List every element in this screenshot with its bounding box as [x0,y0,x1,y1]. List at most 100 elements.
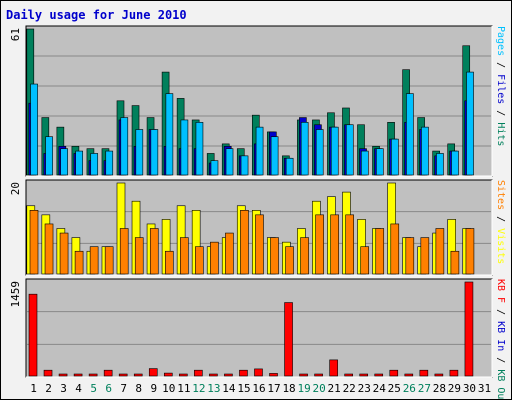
sites-bar-day-19 [300,237,309,275]
x-tick-day-22: 22 [343,382,356,395]
x-tick-day-19: 19 [297,382,310,395]
kb-bar-day-14 [224,373,233,377]
x-tick-day-13: 13 [207,382,220,395]
panel-3-background [25,278,493,378]
pages-bar-day-4 [75,150,83,176]
sites-bar-day-28 [435,228,445,275]
pages-bar-day-15 [240,155,249,176]
kb-bar-day-19 [299,373,308,377]
pages-bar-day-7 [120,117,129,176]
sites-bar-day-4 [74,250,84,275]
sites-bar-day-6 [104,246,114,275]
x-tick-day-29: 29 [448,382,461,395]
sites-bar-day-21 [330,214,339,275]
pages-bar-day-30 [466,71,474,176]
x-tick-day-21: 21 [328,382,341,395]
pages-bar-day-6 [105,150,114,176]
pages-bar-day-17 [270,136,279,176]
sites-bar-day-9 [149,228,159,275]
sites-bar-day-5 [89,246,99,275]
kb-bar-day-20 [314,373,323,377]
x-tick-day-23: 23 [358,382,371,395]
x-tick-day-6: 6 [105,382,112,395]
pages-bar-day-9 [150,129,159,176]
x-tick-day-1: 1 [30,382,37,395]
kb-ytick-label: 1459 [9,281,22,308]
sites-bar-day-1 [29,210,39,275]
sites-bar-day-13 [210,241,219,275]
sites-bar-day-26 [405,237,415,275]
kb-bar-day-26 [404,373,414,377]
x-tick-day-9: 9 [150,382,157,395]
sites-bar-day-27 [420,237,430,275]
sites-bar-day-30 [465,228,475,275]
sites-bar-day-20 [315,214,324,275]
x-tick-day-24: 24 [373,382,387,395]
sites-bar-day-15 [240,210,249,275]
kb-bar-day-10 [163,372,173,377]
kb-bar-day-5 [88,373,98,377]
pages-bar-day-14 [225,148,234,176]
kb-bar-day-16 [254,368,263,377]
pages-bar-day-21 [330,126,339,176]
pages-bar-day-11 [180,119,189,176]
x-tick-day-27: 27 [418,382,431,395]
x-tick-day-2: 2 [45,382,52,395]
sites-bar-day-14 [225,232,234,275]
sites-bar-day-8 [134,237,144,275]
legend-pages-files-hits-part: / [495,104,506,116]
kb-bar-day-30 [464,281,474,377]
x-tick-day-5: 5 [90,382,97,395]
pages-bar-day-23 [361,150,369,176]
legend-pages-files-hits-part: Pages [495,26,506,56]
pages-bar-day-24 [376,148,384,176]
kb-bar-day-27 [419,369,429,377]
hits-ytick-label: 61 [9,28,22,41]
legend-kb-part: / [495,303,506,315]
kb-bar-day-12 [194,369,203,377]
pages-bar-day-13 [210,160,219,176]
sites-bar-day-17 [270,237,279,275]
kb-bar-day-13 [209,373,218,377]
x-tick-day-26: 26 [403,382,416,395]
pages-bar-day-26 [406,93,414,176]
kb-bar-day-18 [284,302,293,377]
x-tick-day-18: 18 [282,382,295,395]
pages-bar-day-16 [255,126,264,176]
pages-bar-day-22 [345,124,354,176]
legend-kb: KB F / KB In / KB Out [495,279,506,400]
pages-bar-day-29 [451,150,459,176]
x-tick-day-28: 28 [433,382,446,395]
pages-bar-day-5 [90,153,99,176]
sites-bar-day-25 [390,223,400,275]
sites-bar-day-18 [285,246,294,275]
pages-bar-day-2 [45,136,53,176]
x-tick-day-30: 30 [463,382,476,395]
legend-kb-part: KB F [495,279,506,303]
sites-bar-day-11 [180,237,189,275]
x-tick-day-10: 10 [162,382,175,395]
kb-bar-day-7 [118,373,128,377]
kb-bar-day-3 [58,373,68,377]
legend-sites-visits-part: Sites [495,180,506,210]
pages-bar-day-28 [436,153,444,176]
sites-bar-day-16 [255,214,264,275]
x-tick-day-4: 4 [75,382,82,395]
sites-bar-day-10 [164,250,174,275]
legend-pages-files-hits-part: Hits [495,116,506,146]
pages-bar-day-12 [195,122,204,176]
kb-bar-day-4 [73,373,83,377]
pages-bar-day-27 [421,126,429,176]
legend-kb-part: / [495,351,506,363]
kb-bar-day-6 [103,369,113,377]
kb-bar-day-25 [389,369,399,377]
sites-bar-day-3 [59,232,69,275]
legend-pages-files-hits-part: Files [495,68,506,104]
pages-bar-day-3 [60,148,68,176]
kb-bar-day-2 [43,369,53,377]
sites-bar-day-22 [345,214,354,275]
pages-bar-day-20 [315,129,324,176]
x-tick-day-14: 14 [222,382,236,395]
legend-sites-visits-part: / [495,210,506,222]
